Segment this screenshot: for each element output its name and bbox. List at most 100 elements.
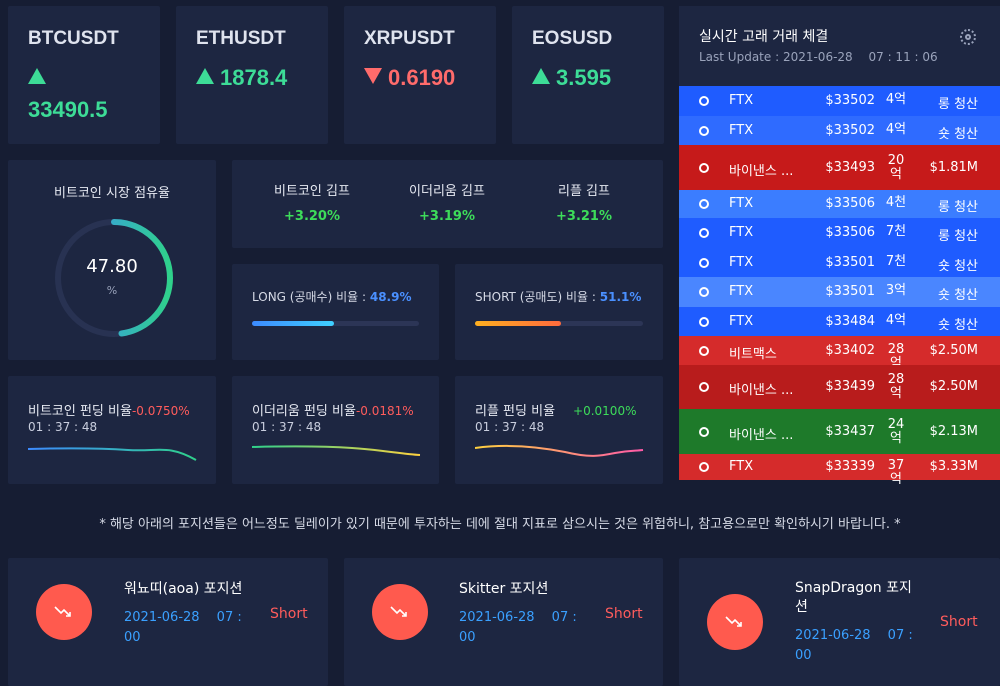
whale-trade-row[interactable]: 바이낸스 ... $33437 24 억 $2.13M xyxy=(679,409,1000,454)
trade-kind: $2.50M xyxy=(929,379,978,394)
trade-exchange: FTX xyxy=(729,93,754,108)
trade-qty: 4억 xyxy=(885,121,907,137)
funding-title: 리플 펀딩 비율 +0.0100% xyxy=(475,404,637,419)
whale-trade-row[interactable]: FTX $33502 4억 숏 청산 xyxy=(679,116,1000,145)
dominance-value: 47.80 xyxy=(86,256,138,277)
trending-down-icon xyxy=(36,584,92,640)
whale-trade-row[interactable]: FTX $33339 37억 $3.33M xyxy=(679,454,1000,484)
funding-sparkline xyxy=(475,444,644,457)
dominance-card: 비트코인 시장 점유율 47.80 % xyxy=(8,160,216,360)
funding-card-btc: 비트코인 펀딩 비율-0.0750% 01 : 37 : 48 xyxy=(8,376,216,484)
short-ratio-bar xyxy=(475,321,643,326)
ticker-symbol: BTCUSDT xyxy=(28,28,119,49)
position-date: 2021-06-28 07 : 00 xyxy=(795,628,913,663)
whale-trade-row[interactable]: 바이낸스 ... $33439 28 억 $2.50M xyxy=(679,365,1000,409)
arrow-down-icon xyxy=(364,68,382,84)
funding-time: 01 : 37 : 48 xyxy=(475,420,545,434)
trade-price: $33506 xyxy=(825,225,875,240)
trade-kind: $2.13M xyxy=(929,423,978,439)
short-ratio-card: SHORT (공매도) 비율 : 51.1% xyxy=(455,264,663,360)
ticker-value: 33490.5 xyxy=(28,62,108,126)
position-card-skitter[interactable]: Skitter 포지션 2021-06-28 07 : 00 Short xyxy=(344,558,663,686)
dominance-gauge xyxy=(55,219,173,337)
position-type: Short xyxy=(605,606,643,622)
circle-icon xyxy=(699,96,709,106)
ticker-symbol: ETHUSDT xyxy=(196,28,286,49)
trade-exchange: FTX xyxy=(729,122,754,138)
position-card-snapdragon[interactable]: SnapDragon 포지 션 2021-06-28 07 : 00 Short xyxy=(679,558,1000,686)
position-card-aoa[interactable]: 워뇨띠(aoa) 포지션 2021-06-28 07 : 00 Short xyxy=(8,558,328,686)
trade-kind: 숏 청산 xyxy=(937,126,978,142)
kimp-card: 비트코인 김프 +3.20% 이더리움 김프 +3.19% 리플 김프 +3.2… xyxy=(232,160,663,248)
short-ratio-fill xyxy=(475,321,561,326)
whale-trade-row[interactable]: FTX $33501 3억 숏 청산 xyxy=(679,277,1000,307)
whale-trade-row[interactable]: 비트맥스 $33402 28억 $2.50M xyxy=(679,336,1000,370)
ticker-value: 0.6190 xyxy=(364,62,455,94)
whale-trade-row[interactable]: FTX $33484 4억 숏 청산 xyxy=(679,307,1000,336)
whale-trade-row[interactable]: FTX $33506 7천 롱 청산 xyxy=(679,218,1000,248)
whale-trade-row[interactable]: 바이낸스 ... $33493 20 억 $1.81M xyxy=(679,145,1000,190)
trade-exchange: FTX xyxy=(729,459,754,474)
trade-qty: 7천 xyxy=(885,253,907,269)
position-type: Short xyxy=(270,606,308,622)
trade-price: $33402 xyxy=(825,342,875,358)
position-date: 2021-06-28 07 : 00 xyxy=(124,610,242,645)
trade-qty: 4억 xyxy=(885,92,907,107)
trade-price: $33501 xyxy=(825,254,875,270)
disclaimer-notice: * 해당 아래의 포지션들은 어느정도 딜레이가 있기 때문에 투자하는 데에 … xyxy=(99,517,901,532)
kimp-value: +3.20% xyxy=(284,209,340,224)
trade-qty: 24 억 xyxy=(887,416,905,446)
trade-kind: 롱 청산 xyxy=(937,229,978,244)
arrow-up-icon xyxy=(532,68,550,84)
funding-time: 01 : 37 : 48 xyxy=(28,420,98,434)
trade-price: $33502 xyxy=(825,122,875,138)
ticker-card-btc: BTCUSDT 33490.5 xyxy=(8,6,160,144)
circle-icon xyxy=(699,257,709,268)
trade-exchange: 비트맥스 xyxy=(729,346,777,362)
circle-icon xyxy=(699,426,709,437)
kimp-value: +3.21% xyxy=(556,209,612,224)
whale-title: 실시간 고래 거래 체결 xyxy=(699,29,829,45)
last-update: Last Update : 2021-06-28 07 : 11 : 06 xyxy=(699,50,938,64)
trade-qty: 7천 xyxy=(885,224,907,239)
circle-icon xyxy=(699,228,709,238)
trade-exchange: 바이낸스 ... xyxy=(729,163,794,179)
trade-price: $33437 xyxy=(825,423,875,439)
funding-title: 비트코인 펀딩 비율-0.0750% xyxy=(28,404,190,419)
circle-icon xyxy=(699,125,709,136)
whale-trade-list[interactable]: FTX $33502 4억 롱 청산 FTX $33502 4억 숏 청산 바이낸스 ... $3… xyxy=(679,86,1000,484)
kimp-label: 이더리움 김프 xyxy=(409,184,485,199)
circle-icon xyxy=(699,162,709,173)
circle-icon xyxy=(699,345,709,356)
trade-kind: $1.81M xyxy=(929,159,978,175)
ticker-symbol: XRPUSDT xyxy=(364,28,455,49)
dominance-unit: % xyxy=(106,284,118,297)
trade-qty: 20 억 xyxy=(887,152,905,182)
long-ratio-bar xyxy=(252,321,419,326)
trade-price: $33493 xyxy=(825,159,875,175)
trending-down-icon xyxy=(372,584,428,640)
circle-icon xyxy=(699,316,709,327)
kimp-label: 리플 김프 xyxy=(558,184,610,199)
trade-price: $33439 xyxy=(825,379,875,394)
whale-trade-row[interactable]: FTX $33502 4억 롱 청산 xyxy=(679,86,1000,116)
trade-price: $33339 xyxy=(825,459,875,474)
whale-panel-header: 실시간 고래 거래 체결 Last Update : 2021-06-28 07… xyxy=(679,6,1000,86)
position-name: 워뇨띠(aoa) 포지션 xyxy=(124,581,243,597)
ticker-symbol: EOSUSD xyxy=(532,28,613,49)
arrow-up-icon xyxy=(196,68,214,84)
trade-exchange: FTX xyxy=(729,284,754,299)
kimp-value: +3.19% xyxy=(419,209,475,224)
position-type: Short xyxy=(940,614,978,630)
ticker-value: 1878.4 xyxy=(196,62,287,94)
circle-icon xyxy=(699,287,709,297)
position-date: 2021-06-28 07 : 00 xyxy=(459,610,577,645)
trade-qty: 3억 xyxy=(885,283,907,298)
gear-icon[interactable] xyxy=(960,29,976,45)
whale-trade-row[interactable]: FTX $33506 4천 롱 청산 xyxy=(679,190,1000,218)
whale-trade-row[interactable]: FTX $33501 7천 숏 청산 xyxy=(679,248,1000,277)
circle-icon xyxy=(699,382,709,392)
trade-price: $33484 xyxy=(825,313,875,329)
trade-exchange: FTX xyxy=(729,196,754,211)
funding-time: 01 : 37 : 48 xyxy=(252,420,322,434)
